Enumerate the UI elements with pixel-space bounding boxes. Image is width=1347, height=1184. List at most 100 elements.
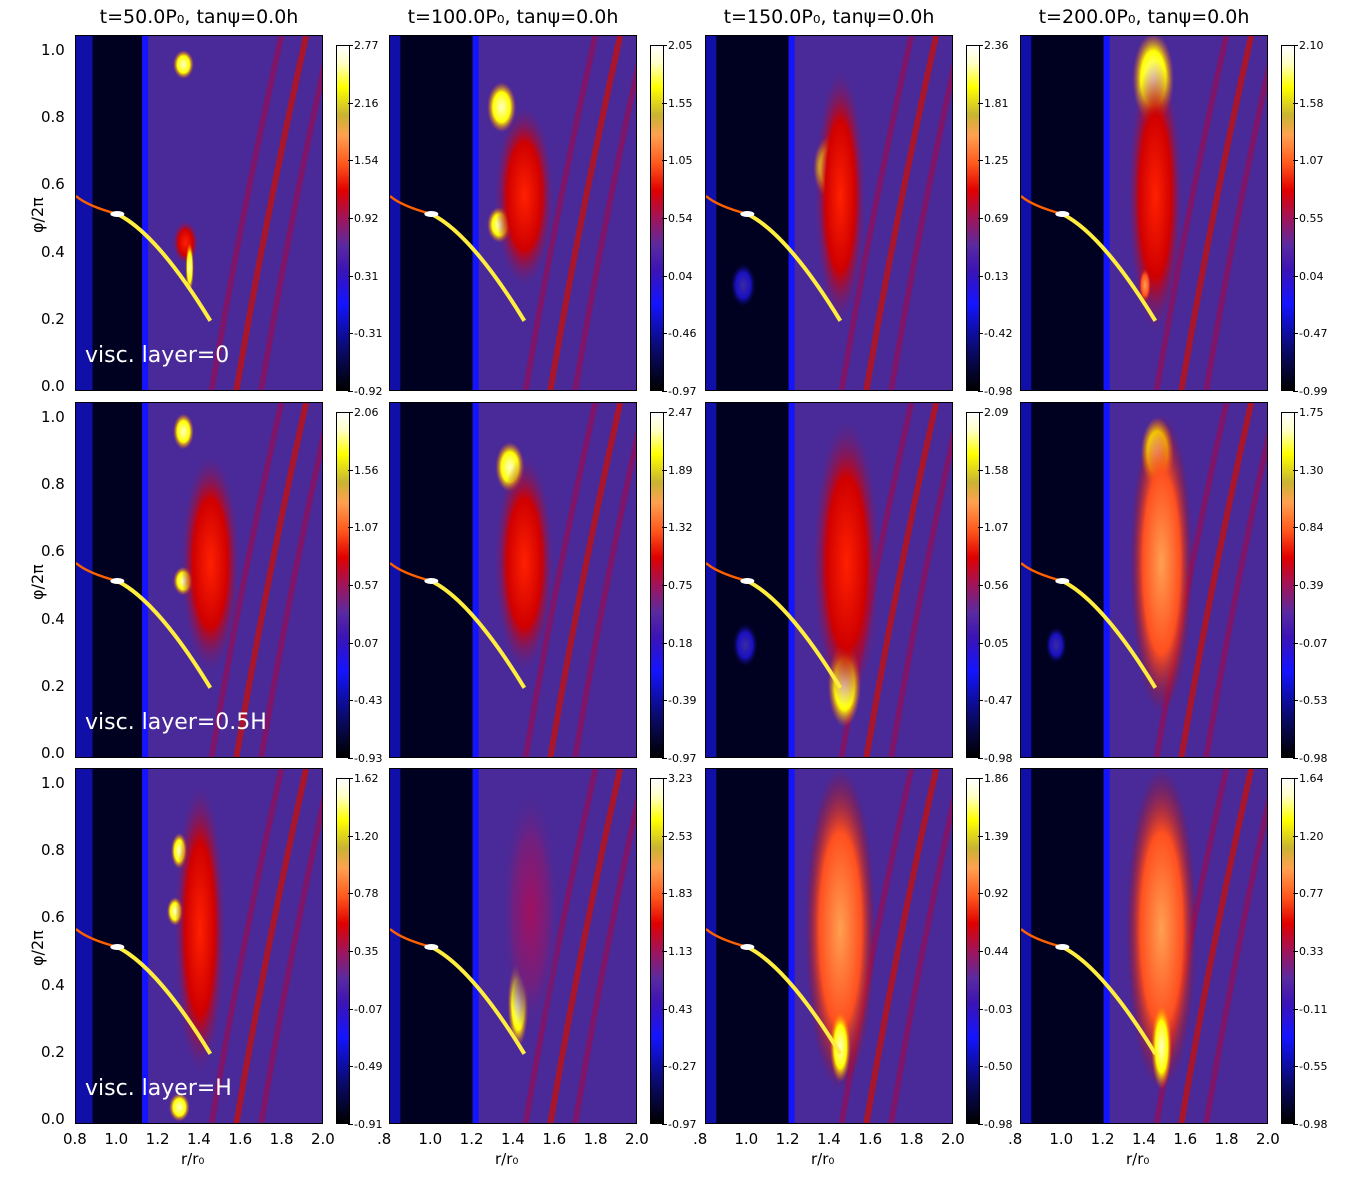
x-tick-label: 1.2 [1090,1130,1115,1148]
gap-edge [142,769,149,1123]
colorbar-tick-label: 0.54 [662,212,693,225]
colorbar-tick-label: 0.55 [1293,212,1324,225]
colorbar-tick-label: -0.07 [347,1002,383,1016]
heatmap-panel [389,768,637,1124]
colorbar-tick-label: 1.07 [348,521,379,535]
colorbar-tick-label: 1.05 [662,154,693,168]
x-tick-label: 1.0 [1049,1130,1074,1148]
heatmap-canvas [706,769,952,1123]
colorbar-tick-label: 1.64 [1293,772,1324,785]
spiral-streak [888,795,952,1123]
colorbar-tick-label: 0.39 [1293,579,1324,592]
colorbar-tick-label: 0.33 [1293,945,1324,958]
spiral-streak [572,795,636,1123]
x-tick-label: 1.4 [1132,1130,1156,1148]
column-title: t=200.0P₀, tanψ=0.0h [1038,6,1250,28]
colorbar-tick-label: -0.31 [347,327,383,341]
outer-spiral-arm [116,945,213,1055]
y-tick-label: 0.0 [41,377,65,395]
x-axis-label: r/r₀ [811,1150,835,1168]
heatmap-panel [705,768,953,1124]
y-tick-label: 0.4 [41,242,65,261]
density-feature [173,413,194,450]
y-axis-label: φ/2π [28,564,47,600]
heatmap-canvas [1021,36,1267,390]
colorbar-tick-label: 2.47 [662,406,693,419]
x-axis-label: r/r₀ [181,1150,205,1168]
spiral-streak [1203,62,1267,390]
heatmap-canvas [706,36,952,390]
density-feature [730,263,756,307]
colorbar-tick-label: -0.55 [1292,1060,1328,1074]
spiral-streak [1153,36,1230,390]
planet-marker [740,944,755,950]
column-title: t=150.0P₀, tanψ=0.0h [723,6,935,28]
colorbar-tick-label: 0.31 [348,269,379,283]
colorbar-tick-label: 1.89 [662,463,693,477]
colorbar-tick-label: 1.62 [348,772,379,785]
colorbar-tick-label: 0.92 [978,887,1009,901]
outer-spiral-arm [746,579,843,689]
spiral-streak [1178,403,1255,757]
outer-spiral-arm [746,212,843,322]
spiral-streak [258,62,322,390]
outer-spiral-arm [116,212,213,322]
colorbar-tick-label: 1.20 [1293,829,1324,843]
colorbar-tick-label: 1.25 [978,154,1009,168]
density-feature [173,221,198,264]
heatmap-panel [705,402,953,758]
colorbar-tick-label: 0.57 [348,579,379,592]
y-tick-label: 0.2 [41,1042,65,1061]
spiral-streak [258,795,322,1123]
colorbar-tick-label: 1.07 [978,521,1009,535]
gap-edge [472,769,479,1123]
x-tick-label: 2.0 [625,1130,649,1148]
colorbar-tick-label: 0.18 [662,636,693,650]
spiral-streak [572,62,636,390]
x-tick-label: .8 [1008,1130,1023,1148]
gap-edge [788,769,795,1123]
y-tick-label: 0.0 [41,1110,65,1128]
x-axis-label: r/r₀ [1126,1150,1150,1168]
gap-edge [1103,769,1110,1123]
colorbar-tick-label: -0.03 [977,1002,1013,1016]
colorbar-tick-label: -0.50 [977,1060,1013,1074]
colorbar-tick-label: -0.42 [977,327,1013,341]
colorbar-tick-label: 3.23 [662,772,693,785]
density-feature [813,420,880,706]
heatmap-canvas [76,403,322,757]
colorbar-tick-label: 1.58 [978,463,1009,477]
x-tick-label: 1.2 [459,1130,484,1148]
density-feature [830,1011,851,1083]
colorbar-tick-label: -0.53 [1292,694,1328,708]
spiral-streak [258,429,322,757]
density-feature [175,786,225,1072]
density-feature [495,456,554,670]
heatmap-canvas [76,36,322,390]
colorbar-tick-label: 0.43 [662,1002,693,1016]
y-tick-label: 0.2 [41,309,65,328]
spiral-streak [233,36,310,390]
gap-edge [1103,403,1110,757]
colorbar-tick-label: -0.46 [661,327,697,341]
x-tick-label: .8 [377,1130,392,1148]
colorbar-tick-label: -0.47 [977,694,1013,708]
density-feature [181,456,240,670]
colorbar-tick-label: 0.44 [978,945,1009,958]
colorbar-tick-label: 2.36 [978,39,1009,52]
colorbar-tick-label: 0.04 [662,269,693,283]
x-tick-label: 1.0 [104,1130,129,1148]
density-feature [173,50,194,79]
heatmap-panel [1020,402,1268,758]
colorbar-tick-label: 0.77 [1293,887,1324,901]
gap-edge [472,403,479,757]
colorbar-tick-label: -0.93 [347,752,383,765]
spiral-streak [1203,795,1267,1123]
spiral-streak [888,62,952,390]
colorbar-tick-label: 1.54 [348,154,379,168]
spiral-streak [547,403,624,757]
density-feature [1151,1003,1172,1090]
planet-marker [1055,211,1070,217]
spiral-streak [863,36,940,390]
spiral-streak [547,36,624,390]
